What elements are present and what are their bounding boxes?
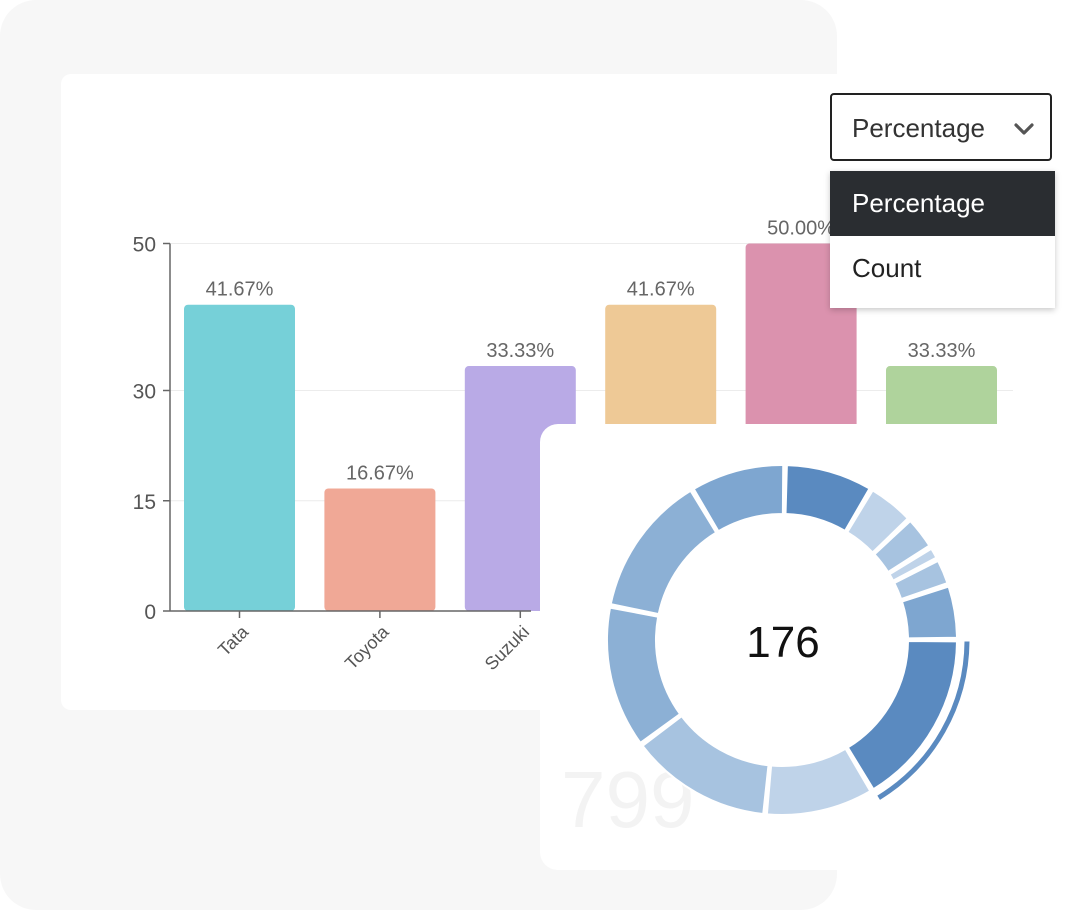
donut-segment	[641, 714, 770, 816]
donut-segment	[765, 747, 872, 816]
donut-segment	[846, 640, 959, 791]
bar	[184, 304, 295, 611]
bar-value-label: 50.00%	[767, 218, 835, 240]
metric-dropdown[interactable]: Percentage	[830, 93, 1052, 161]
metric-dropdown-value: Percentage	[852, 113, 985, 143]
y-tick-label: 50	[133, 234, 156, 257]
donut-segment	[784, 464, 871, 533]
donut-segment	[609, 489, 718, 616]
bar-value-label: 33.33%	[486, 340, 554, 362]
bar-value-label: 41.67%	[627, 279, 695, 301]
y-tick-label: 0	[144, 601, 156, 624]
x-tick-label: Suzuki	[481, 622, 533, 674]
donut-segment	[893, 559, 949, 601]
y-tick-label: 30	[133, 381, 156, 404]
donut-segment	[900, 585, 958, 640]
donut-segment	[872, 519, 931, 574]
bar-value-label: 33.33%	[908, 340, 976, 362]
menu-option-count[interactable]: Count	[852, 253, 922, 283]
bar	[324, 488, 436, 611]
bar-value-label: 41.67%	[206, 279, 274, 301]
x-tick-label: Toyota	[341, 621, 393, 673]
chevron-down-icon	[1014, 123, 1034, 135]
metric-dropdown-menu: Percentage Count	[830, 171, 1055, 308]
donut-segment	[692, 464, 785, 533]
y-tick-label: 15	[133, 491, 156, 514]
donut-segment	[845, 488, 910, 554]
bar-value-label: 16.67%	[346, 462, 414, 484]
donut-highlight-arc	[877, 641, 970, 800]
donut-chart	[606, 464, 970, 816]
donut-chart-card: 799 176	[540, 424, 1080, 870]
x-tick-label: Tata	[214, 621, 253, 660]
donut-center-value: 176	[746, 618, 820, 667]
donut-segment	[606, 606, 682, 745]
menu-option-percentage[interactable]: Percentage	[830, 171, 1055, 236]
donut-segment	[888, 547, 938, 583]
